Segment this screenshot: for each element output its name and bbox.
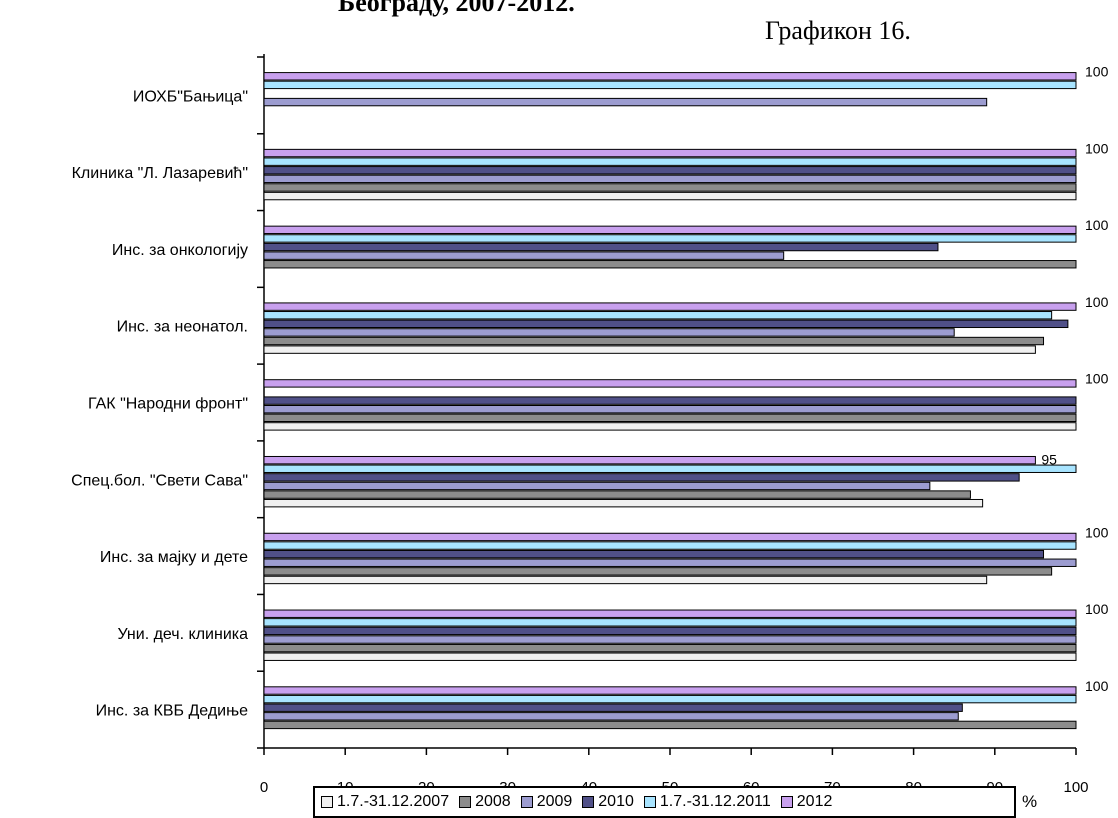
category-label: ИОХБ"Бањица" (133, 88, 248, 105)
data-label: 100 (1085, 217, 1109, 233)
category-label: Инс. за КВБ Дедиње (96, 703, 249, 720)
bar-2010-9 (263, 703, 963, 712)
category-label: Клиника "Л. Лазаревић" (72, 165, 248, 182)
data-label: 100 (1085, 371, 1109, 387)
legend-label: 2012 (796, 793, 833, 810)
legend-item-2009: 2009 (520, 793, 573, 811)
data-label: 100 (1085, 678, 1109, 694)
bar-1-7-31-12-2011-9 (263, 694, 1077, 704)
x-tick-label: 100 (1063, 779, 1088, 796)
bar-1-7-31-12-2007-6 (263, 498, 984, 508)
data-label: 100 (1085, 64, 1109, 80)
legend-label: 2009 (536, 793, 573, 810)
bar-2010-5 (263, 396, 1077, 405)
page-title: Београду, 2007-2012. (338, 0, 575, 17)
data-label: 100 (1085, 601, 1109, 617)
bar-2012-6 (263, 455, 1036, 465)
chart-legend: 1.7.-31.12.2007 2008 2009 2010 1.7.-31.12.20… (313, 786, 1016, 818)
bar-2012-2 (263, 148, 1077, 158)
x-axis-unit-label: % (1022, 792, 1038, 811)
legend-label: 2010 (598, 793, 634, 810)
bar-2010-3 (263, 242, 939, 252)
bar-2010-7 (263, 549, 1045, 559)
bar-2008-3 (263, 260, 1077, 269)
bar-2010-4 (263, 319, 1069, 329)
bar-2009-9 (263, 712, 959, 721)
bar-1-7-31-12-2011-7 (263, 541, 1077, 550)
bar-1-7-31-12-2011-4 (263, 311, 1053, 320)
bar-1-7-31-12-2011-6 (263, 464, 1077, 473)
category-label: Инс. за онкологију (112, 242, 248, 259)
category-label: Инс. за неонатол. (117, 319, 248, 336)
bar-2009-5 (263, 405, 1077, 414)
bar-2012-7 (263, 532, 1077, 542)
category-label: Уни. деч. клиника (117, 626, 248, 643)
bar-2010-2 (263, 166, 1077, 175)
bar-2009-4 (263, 328, 955, 337)
data-label: 95 (1041, 451, 1057, 467)
legend-label: 2008 (475, 793, 511, 810)
bar-2009-3 (263, 251, 785, 260)
legend-item-2010: 2010 (582, 793, 634, 811)
bar-1-7-31-12-2011-1 (263, 80, 1077, 90)
legend-swatch (582, 796, 595, 808)
legend-item-1-7-31-12-2011: 1.7.-31.12.2011 (643, 793, 771, 811)
bar-2009-2 (263, 174, 1077, 184)
bar-1-7-31-12-2011-2 (263, 157, 1077, 166)
bar-2009-6 (263, 481, 931, 491)
category-label: ГАК "Народни фронт" (88, 396, 248, 413)
bar-1-7-31-12-2011-8 (263, 618, 1077, 627)
legend-label: 1.7.-31.12.2007 (337, 793, 450, 810)
bar-2008-5 (263, 413, 1077, 423)
bar-2012-4 (263, 302, 1077, 311)
category-label: Спец.бол. "Свети Сава" (71, 472, 248, 489)
bar-2008-9 (263, 720, 1077, 730)
bar-2012-5 (263, 379, 1077, 388)
bar-2010-6 (263, 473, 1020, 482)
legend-item-1-7-31-12-2007: 1.7.-31.12.2007 (321, 793, 449, 811)
bar-2012-9 (263, 686, 1077, 695)
bar-1-7-31-12-2007-7 (263, 575, 988, 585)
legend-swatch (321, 796, 333, 808)
bar-2008-4 (263, 336, 1045, 346)
bar-1-7-31-12-2007-8 (263, 652, 1077, 661)
bar-2012-8 (263, 609, 1077, 618)
bar-1-7-31-12-2011-3 (263, 234, 1077, 243)
legend-label: 1.7.-31.12.2011 (659, 793, 771, 810)
legend-item-2008: 2008 (459, 793, 511, 811)
bar-1-7-31-12-2007-2 (263, 191, 1077, 201)
bar-2010-8 (263, 626, 1077, 636)
legend-item-2012: 2012 (780, 793, 833, 811)
bar-2012-1 (263, 72, 1077, 81)
figure-label: Графикон 16. (765, 16, 911, 45)
bar-2012-3 (263, 225, 1077, 235)
bar-2008-8 (263, 643, 1077, 653)
legend-swatch (459, 796, 472, 808)
bar-1-7-31-12-2007-4 (263, 345, 1036, 354)
bar-2009-1 (263, 97, 988, 107)
legend-swatch (643, 796, 656, 808)
x-tick-label: 0 (260, 779, 268, 796)
bar-2009-8 (263, 635, 1077, 644)
data-label: 100 (1085, 524, 1109, 540)
bar-2008-7 (263, 567, 1053, 576)
data-label: 100 (1085, 140, 1109, 156)
legend-swatch (780, 796, 793, 808)
data-label: 100 (1085, 294, 1109, 310)
bar-1-7-31-12-2007-5 (263, 422, 1077, 431)
bar-2009-7 (263, 558, 1077, 567)
bar-2008-2 (263, 183, 1077, 192)
category-label: Инс. за мајку и дете (100, 549, 248, 566)
legend-swatch (520, 796, 533, 808)
bar-2008-6 (263, 490, 971, 499)
